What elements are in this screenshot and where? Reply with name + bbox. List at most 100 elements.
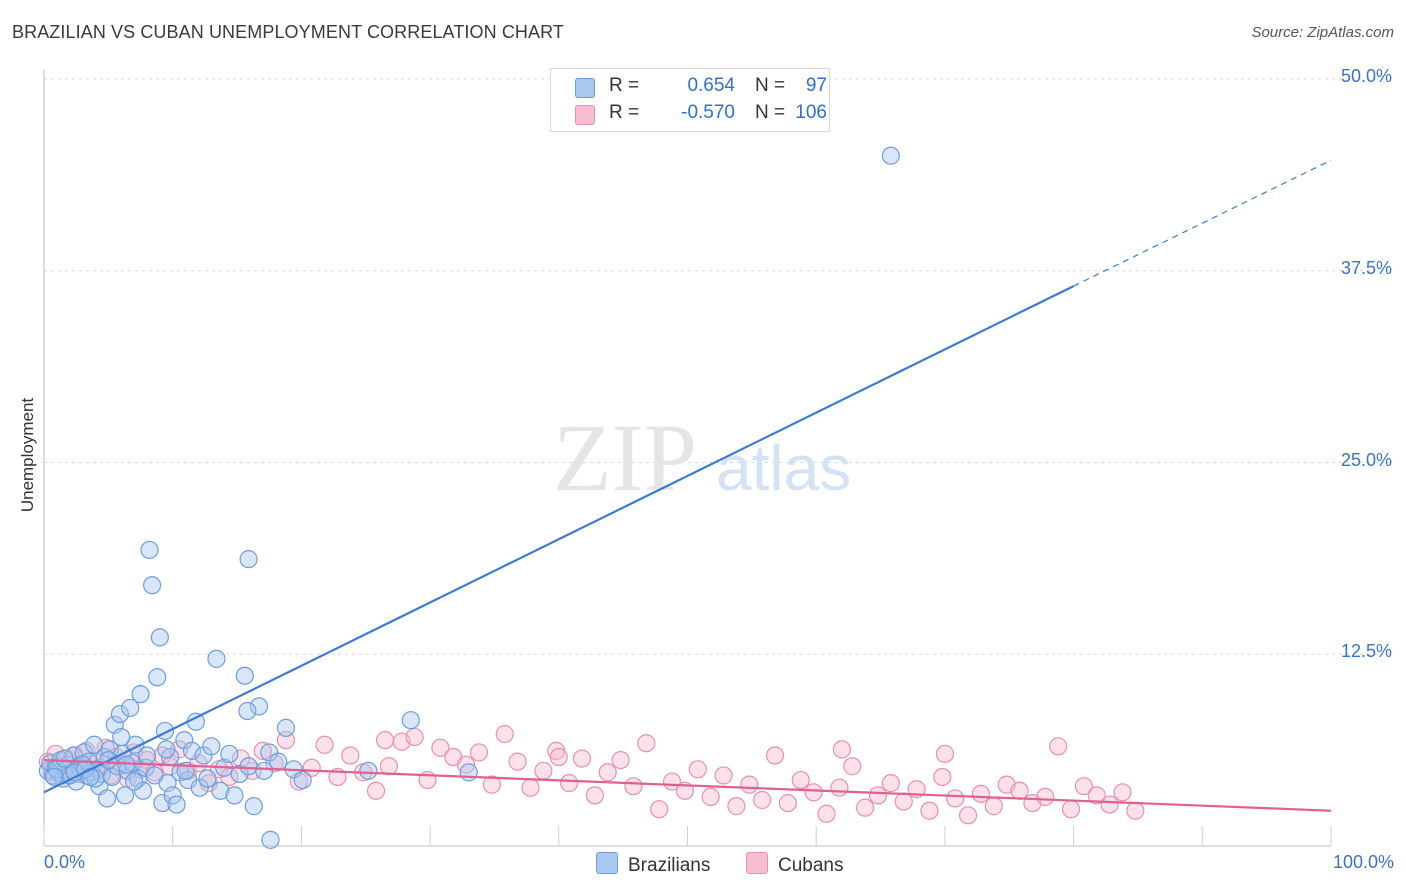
point-brazilians [148,668,167,687]
point-cubans [1010,781,1029,800]
legend-r-label: R = [609,102,640,123]
point-brazilians [239,757,258,776]
point-cubans [379,757,399,776]
legend-n-value: 106 [795,102,827,123]
point-cubans [1036,787,1055,807]
point-cubans [778,793,797,813]
point-brazilians [249,697,269,716]
point-cubans [894,792,913,811]
point-brazilians [157,740,176,759]
point-brazilians [254,761,274,780]
point-cubans [958,806,978,825]
point-brazilians [198,769,217,788]
legend-n-label: N = [755,75,786,96]
point-brazilians [220,744,239,764]
point-cubans [753,790,772,810]
point-brazilians [140,540,159,560]
point-cubans [727,797,746,816]
bottom-legend-swatch-cubans [746,852,768,874]
point-brazilians [190,778,209,797]
trend-lines [43,159,1332,812]
correlation-legend: R = 0.654 N = 97 R = -0.570 N = 106 [550,68,830,132]
bottom-legend-swatch-brazilians [596,852,618,874]
bottom-legend-label-cubans: Cubans [778,855,844,876]
y-tick-label: 50.0% [1340,66,1392,86]
point-brazilians [293,770,312,790]
point-brazilians [881,146,900,165]
point-cubans [302,758,321,777]
point-cubans [598,763,617,782]
point-cubans [1074,777,1093,796]
point-cubans [559,774,579,793]
point-brazilians [207,649,226,668]
point-cubans [253,741,272,760]
point-cubans [1100,795,1119,814]
point-brazilians [225,786,244,805]
bottom-legend-label-brazilians: Brazilians [628,855,711,876]
trend-line-brazilians-extension [1073,159,1332,287]
point-cubans [817,804,836,823]
legend-n-value: 97 [805,75,827,96]
legend-swatch-brazilians [575,78,595,98]
point-brazilians [55,749,74,768]
point-brazilians [150,628,169,647]
point-cubans [791,770,810,790]
point-cubans [315,735,334,754]
point-cubans [624,777,643,796]
point-brazilians [261,830,280,849]
point-cubans [1049,737,1068,756]
legend-n-label: N = [755,102,786,123]
point-brazilians [239,550,258,569]
trend-line-brazilians [43,285,1075,794]
point-brazilians [211,781,230,800]
point-brazilians [244,797,263,816]
y-tick-label: 37.5% [1340,257,1392,278]
point-brazilians [167,795,186,814]
point-cubans [832,740,852,759]
point-cubans [881,774,900,793]
point-cubans [1126,801,1145,820]
point-brazilians [359,761,378,780]
point-cubans [366,781,386,800]
point-cubans [1061,800,1081,819]
point-brazilians [238,701,257,721]
point-cubans [469,743,489,762]
point-brazilians [143,576,162,595]
trend-line-cubans [43,758,1332,812]
x-tick-label: 100.0% [1332,852,1394,872]
legend-r-value: -0.570 [681,102,735,123]
y-tick-label: 25.0% [1340,449,1392,470]
bottom-legend-cubans: Cubans [746,852,844,877]
point-cubans [920,801,939,820]
point-cubans [933,767,952,787]
point-cubans [740,775,759,794]
point-brazilians [163,786,182,805]
point-brazilians [115,786,135,805]
point-cubans [688,760,707,779]
point-brazilians [269,752,288,771]
point-cubans [946,789,965,808]
point-brazilians [97,789,117,808]
point-brazilians [45,767,64,787]
x-tick-label: 0.0% [44,852,86,872]
point-brazilians [194,746,213,765]
point-cubans [804,783,823,802]
point-brazilians [459,763,478,782]
bottom-legend-brazilians: Brazilians [596,852,710,877]
point-cubans [611,750,630,770]
point-brazilians [153,793,172,813]
point-brazilians [112,727,131,747]
point-cubans [521,778,540,797]
point-brazilians [401,711,420,730]
point-brazilians [121,698,140,718]
watermark-atlas: atlas [716,432,851,504]
point-cubans [701,787,720,807]
watermark-zip: ZIP [553,404,697,511]
point-cubans [650,800,669,819]
point-cubans [830,778,849,797]
legend-r-value: 0.654 [687,75,735,96]
point-brazilians [81,767,100,787]
point-brazilians [124,772,144,791]
point-cubans [405,727,424,747]
